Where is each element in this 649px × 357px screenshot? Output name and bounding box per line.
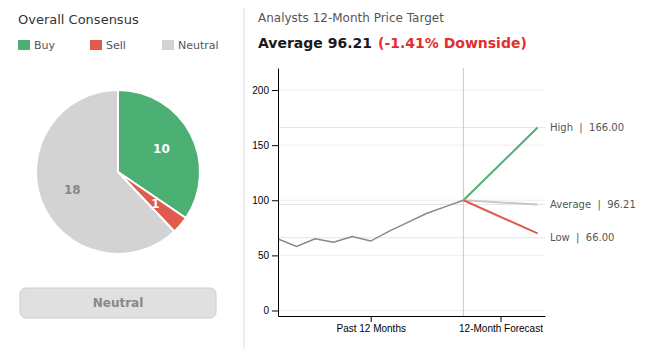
legend-item: Sell (90, 39, 126, 52)
tick-label: 100 (252, 195, 269, 206)
data-label: 1 (151, 197, 159, 211)
annotation: (-1.41% Downside) (378, 35, 527, 51)
separator-line (463, 68, 464, 316)
title: Analysts 12-Month Price Target (258, 11, 444, 25)
legend-label: Neutral (178, 39, 219, 52)
axis-line (278, 69, 279, 317)
tick: 150 (252, 140, 278, 151)
tick-label: 0 (263, 305, 269, 316)
tick-mark (272, 200, 278, 201)
legend-swatch (18, 40, 30, 50)
tick: 100 (252, 195, 278, 206)
reference-line (278, 237, 545, 238)
legend-item: Neutral (162, 39, 219, 52)
pie-slice (36, 90, 174, 254)
grid-line (278, 255, 545, 256)
series-line (463, 128, 537, 201)
tick: 0 (263, 305, 278, 316)
legend-item: Buy (18, 39, 56, 52)
tick-label: 50 (258, 250, 270, 261)
reference-line (278, 127, 545, 128)
tick-label: 12-Month Forecast (459, 323, 543, 334)
axis-line (279, 316, 546, 317)
legend-label: Buy (34, 39, 56, 52)
grid-line (278, 145, 545, 146)
legend-swatch (162, 40, 174, 50)
tick-mark (272, 90, 278, 91)
tick-mark (272, 255, 278, 256)
title: Overall Consensus (18, 12, 139, 27)
tick-label: 200 (252, 85, 269, 96)
grid-line (278, 200, 545, 201)
grid-line (278, 310, 545, 311)
reference-label: High | 166.00 (550, 122, 624, 134)
reference-label: Average | 96.21 (550, 199, 636, 211)
line-panel: Analysts 12-Month Price Target Average 96… (252, 11, 635, 334)
plot-area (278, 68, 545, 316)
legend-label: Sell (106, 39, 126, 52)
grid (278, 90, 545, 310)
series-line (463, 200, 537, 233)
pie-panel: Overall Consensus Buy Sell Neutral 10 1 18 Neut… (18, 12, 219, 318)
reference-line (278, 204, 545, 205)
tick-mark (501, 316, 502, 322)
series-line (278, 200, 463, 246)
x-axis: Past 12 Months 12-Month Forecast (279, 316, 546, 334)
tick-label: 150 (252, 140, 269, 151)
annotation: Neutral (93, 296, 144, 310)
tick: 12-Month Forecast (459, 316, 543, 334)
reference-label: Low | 66.00 (550, 232, 614, 244)
badge-background (20, 288, 216, 318)
data-label: 10 (153, 142, 170, 156)
tick-mark (272, 310, 278, 311)
pie: 10 1 18 (36, 90, 200, 254)
series-line (463, 200, 537, 204)
tick-label: Past 12 Months (336, 323, 405, 334)
tick: 50 (258, 250, 278, 261)
legend: Buy Sell Neutral (18, 39, 219, 52)
data-label: 18 (64, 183, 81, 197)
subtitle: Average 96.21 (258, 35, 372, 51)
y-axis: 0 50 100 150 200 (252, 69, 278, 317)
chart-root: Overall Consensus Buy Sell Neutral 10 1 18 Neut… (0, 0, 649, 357)
grid-line (278, 90, 545, 91)
panel-divider (244, 8, 245, 349)
tick-mark (371, 316, 372, 322)
tick-mark (272, 145, 278, 146)
tick: 200 (252, 85, 278, 96)
tick: Past 12 Months (336, 316, 405, 334)
consensus-badge: Neutral (20, 288, 216, 318)
legend-swatch (90, 40, 102, 50)
